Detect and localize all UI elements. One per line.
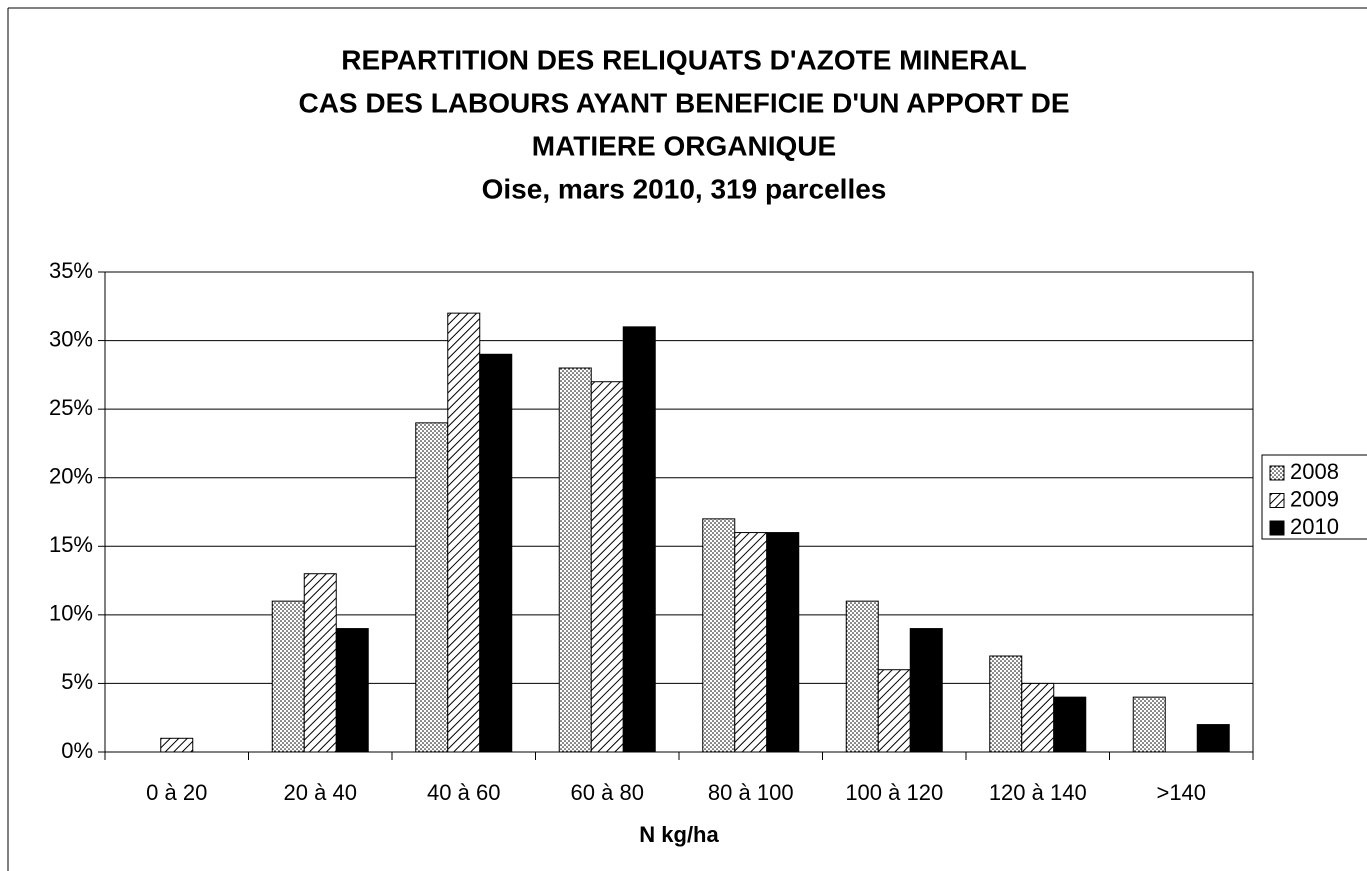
y-tick-label: 0% bbox=[61, 738, 93, 763]
bar bbox=[845, 600, 879, 753]
bar bbox=[1132, 696, 1166, 753]
y-tick-label: 20% bbox=[49, 464, 93, 489]
y-tick-label: 30% bbox=[49, 326, 93, 351]
bar bbox=[734, 532, 768, 753]
legend-label: 2008 bbox=[1290, 459, 1339, 484]
y-tick-label: 35% bbox=[49, 258, 93, 283]
legend-label: 2010 bbox=[1290, 514, 1339, 539]
bar bbox=[303, 573, 337, 753]
bar bbox=[1196, 724, 1230, 753]
bar bbox=[909, 628, 943, 753]
x-axis-label: N kg/ha bbox=[639, 822, 719, 847]
y-tick-label: 25% bbox=[49, 395, 93, 420]
x-tick-label: 80 à 100 bbox=[708, 780, 794, 805]
bar bbox=[989, 655, 1023, 753]
chart-title: REPARTITION DES RELIQUATS D'AZOTE MINERA… bbox=[341, 44, 1026, 75]
y-tick-label: 5% bbox=[61, 669, 93, 694]
chart-subtitle: Oise, mars 2010, 319 parcelles bbox=[482, 173, 887, 204]
x-tick-label: 40 à 60 bbox=[427, 780, 500, 805]
x-tick-label: 0 à 20 bbox=[146, 780, 207, 805]
chart-title: MATIERE ORGANIQUE bbox=[532, 130, 836, 161]
legend-swatch bbox=[1269, 520, 1285, 536]
y-tick-label: 10% bbox=[49, 601, 93, 626]
bar bbox=[447, 312, 481, 753]
chart-title: CAS DES LABOURS AYANT BENEFICIE D'UN APP… bbox=[298, 87, 1069, 118]
bar bbox=[622, 326, 656, 753]
y-tick-label: 15% bbox=[49, 532, 93, 557]
bar bbox=[1021, 682, 1055, 753]
bar bbox=[479, 353, 513, 753]
legend-swatch bbox=[1269, 493, 1285, 508]
plot-area bbox=[104, 271, 1254, 753]
legend-swatch bbox=[1269, 465, 1285, 481]
bar bbox=[877, 669, 911, 753]
bar bbox=[702, 518, 736, 753]
x-tick-label: >140 bbox=[1156, 780, 1206, 805]
bar bbox=[766, 532, 800, 753]
x-tick-label: 100 à 120 bbox=[845, 780, 943, 805]
bar bbox=[160, 737, 194, 753]
bar bbox=[415, 422, 449, 753]
x-tick-label: 120 à 140 bbox=[989, 780, 1087, 805]
x-tick-label: 20 à 40 bbox=[284, 780, 357, 805]
bar bbox=[558, 367, 592, 753]
bar bbox=[590, 381, 624, 753]
x-tick-label: 60 à 80 bbox=[571, 780, 644, 805]
bar bbox=[1053, 696, 1087, 753]
bar bbox=[335, 628, 369, 753]
legend-label: 2009 bbox=[1290, 486, 1339, 511]
bar bbox=[271, 600, 305, 753]
